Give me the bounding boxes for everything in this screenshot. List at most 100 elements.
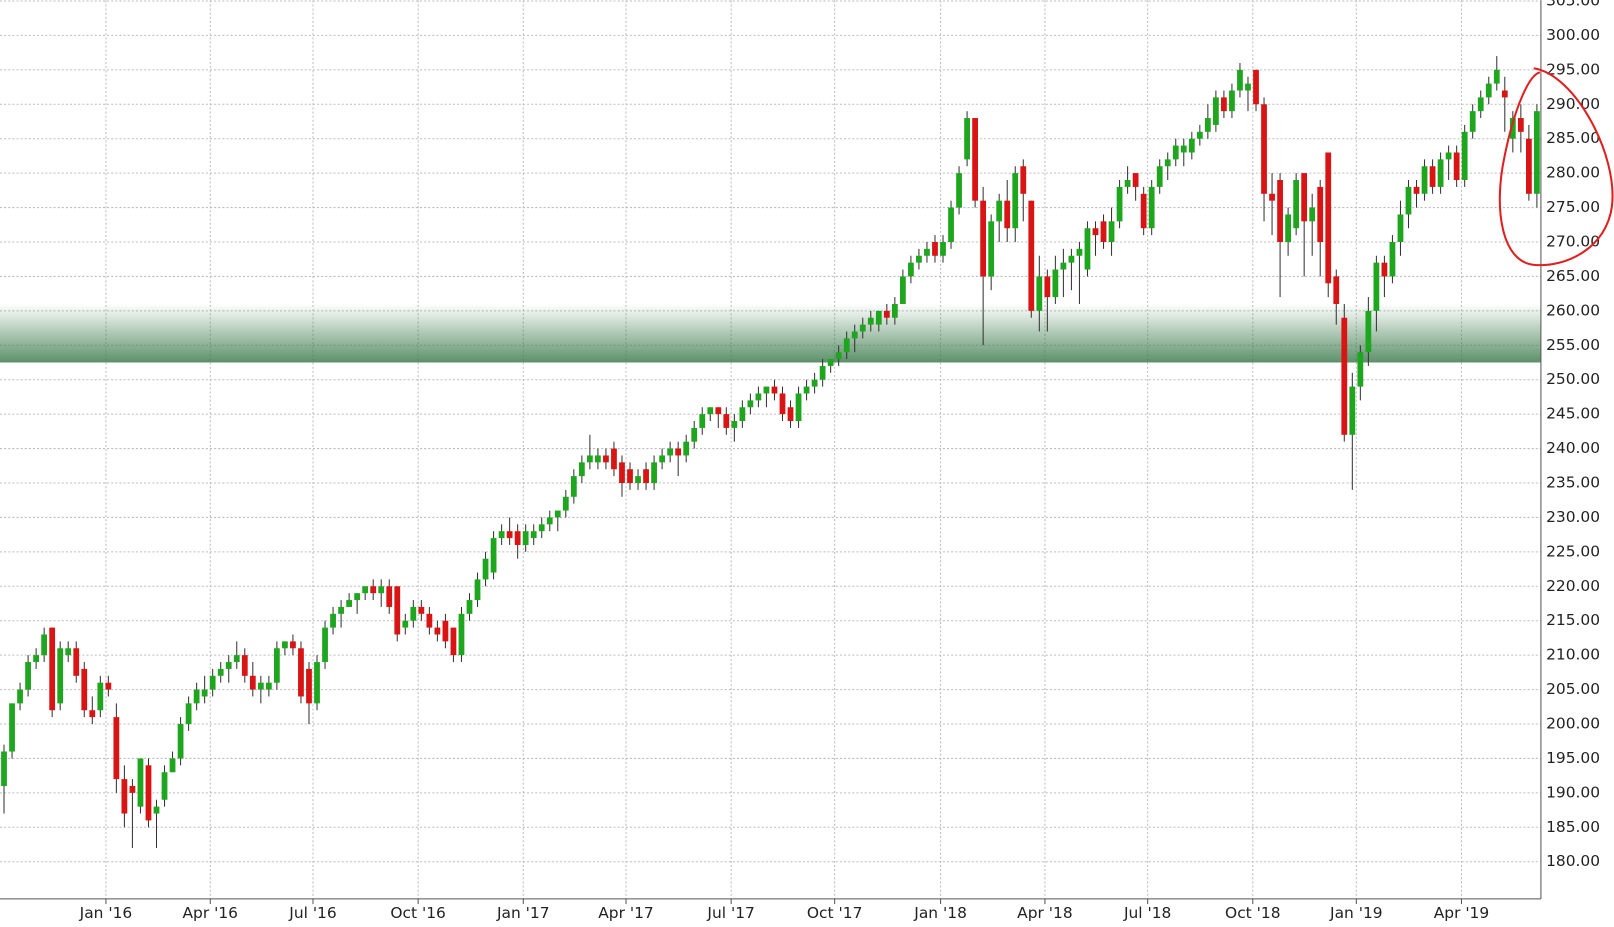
candle-body [1534, 111, 1540, 194]
y-tick-label: 300.00 [1546, 26, 1600, 44]
candle-body [450, 627, 457, 656]
annotation-circle [1498, 67, 1614, 267]
x-tick-label: Jul '16 [288, 904, 336, 922]
candle-body [595, 455, 601, 463]
candle-body [1140, 193, 1147, 229]
candle-body [731, 421, 738, 428]
candle-body [1229, 90, 1235, 112]
candle-body [434, 627, 441, 635]
candle-body [1020, 166, 1027, 194]
candle-body [851, 331, 858, 339]
x-tick-label: Oct '17 [807, 904, 863, 922]
candle-body [338, 606, 344, 614]
candle-body [1333, 276, 1340, 304]
candle-body [1381, 262, 1388, 277]
candle-body [699, 414, 706, 428]
candle-body [1373, 262, 1380, 311]
candle-body [1261, 104, 1267, 194]
candle-body [1437, 159, 1444, 187]
candle-body [835, 352, 842, 360]
candle-body [137, 758, 144, 807]
candle-body [891, 303, 898, 318]
x-tick-label: Apr '19 [1434, 904, 1490, 922]
candle-body [1365, 310, 1372, 353]
candle-body [1060, 262, 1067, 270]
candle-body [17, 689, 23, 704]
candle-body [1501, 90, 1508, 98]
candle-body [578, 462, 585, 477]
candle-body [225, 662, 232, 669]
candle-body [1389, 241, 1396, 277]
candle-body [1100, 221, 1107, 242]
candle-body [1221, 97, 1227, 112]
candle-body [1301, 173, 1308, 222]
candle-body [1421, 166, 1428, 194]
candle-body [530, 531, 537, 539]
candle-body [667, 448, 674, 456]
candle-body [273, 648, 280, 683]
y-tick-label: 285.00 [1546, 129, 1600, 147]
y-tick-label: 255.00 [1546, 336, 1600, 354]
y-tick-label: 260.00 [1546, 301, 1600, 319]
candle-body [538, 524, 545, 532]
candle-body [514, 531, 521, 545]
candle-body [1405, 186, 1412, 215]
candle-body [651, 462, 657, 484]
candle-body [899, 276, 906, 304]
candle-body [1068, 255, 1075, 263]
candle-body [378, 586, 385, 594]
candle-body [1108, 221, 1115, 242]
candle-body [402, 620, 409, 628]
candle-body [883, 310, 890, 318]
candle-body [1132, 173, 1139, 187]
candle-body [707, 407, 714, 415]
candle-body [1397, 214, 1404, 242]
candle-body [811, 379, 818, 387]
y-tick-label: 240.00 [1546, 439, 1600, 457]
y-tick-label: 280.00 [1546, 164, 1600, 182]
candle-body [763, 386, 770, 394]
candle-body [290, 641, 296, 649]
candle-body [1172, 145, 1179, 160]
candle-body [129, 785, 136, 793]
candle-body [586, 455, 593, 463]
y-tick-label: 190.00 [1546, 783, 1600, 801]
candle-body [113, 717, 120, 780]
candle-body [249, 675, 256, 690]
candle-body [241, 655, 248, 676]
candle-body [490, 538, 497, 573]
candle-body [57, 648, 64, 704]
candle-body [996, 200, 1003, 222]
x-tick-label: Jan '18 [913, 904, 967, 922]
candle-body [803, 386, 810, 394]
y-tick-label: 245.00 [1546, 405, 1600, 423]
candle-body [1180, 145, 1187, 153]
candle-body [474, 579, 481, 601]
candle-body [1052, 269, 1059, 298]
candle-body [771, 386, 778, 394]
candle-body [1004, 200, 1011, 229]
candle-body [346, 600, 353, 607]
candle-body [1188, 138, 1195, 153]
candle-body [723, 414, 730, 428]
candle-body [1204, 118, 1211, 132]
candle-body [1517, 118, 1524, 132]
candle-body [153, 806, 160, 814]
candle-body [611, 448, 617, 470]
candle-body [1285, 214, 1291, 242]
candle-body [1357, 352, 1364, 387]
candle-body [282, 641, 288, 649]
y-tick-label: 210.00 [1546, 646, 1600, 664]
y-tick-label: 295.00 [1546, 60, 1600, 78]
candle-body [322, 627, 328, 663]
candles [1, 56, 1540, 848]
candle-body [635, 476, 641, 484]
candle-body [1156, 166, 1163, 187]
candle-body [1036, 276, 1043, 311]
candle-body [1341, 317, 1348, 435]
x-tick-label: Jan '17 [496, 904, 550, 922]
candle-body [1028, 200, 1035, 311]
candle-body [185, 703, 192, 725]
